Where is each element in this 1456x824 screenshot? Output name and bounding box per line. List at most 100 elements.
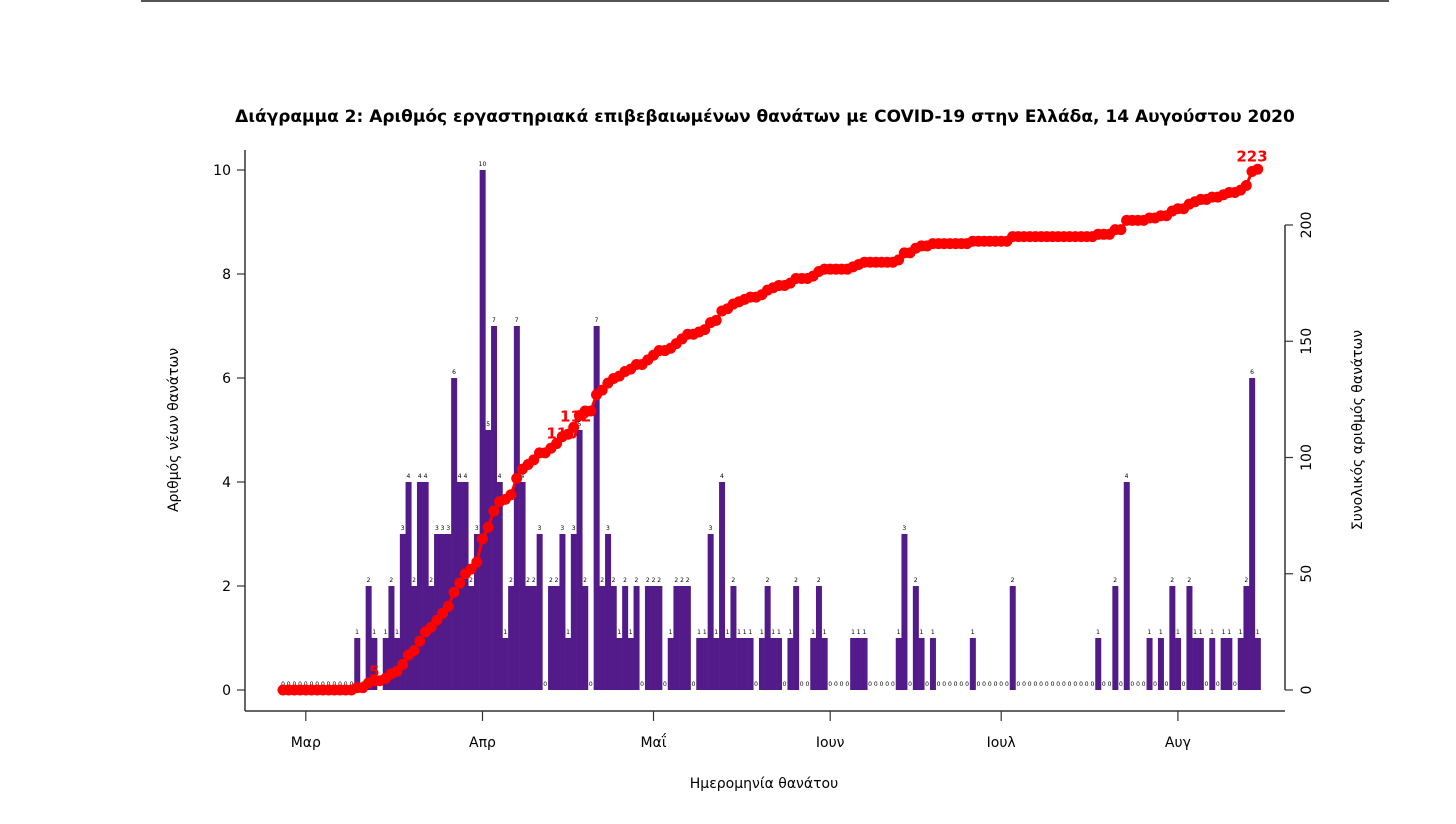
bar-value-label: 2 xyxy=(634,577,638,584)
x-axis-tick-label: Ιουλ xyxy=(987,735,1016,751)
bar-value-label: 0 xyxy=(783,681,787,688)
bar xyxy=(434,534,441,690)
bar xyxy=(855,638,862,690)
x-axis-tick-label: Αυγ xyxy=(1165,735,1191,751)
bar-value-label: 4 xyxy=(498,473,502,480)
cumulative-point xyxy=(408,644,420,656)
bar-value-label: 0 xyxy=(1039,681,1043,688)
cumulative-annotation: 223 xyxy=(1236,148,1267,166)
bar-value-label: 2 xyxy=(1011,577,1015,584)
bar-value-label: 0 xyxy=(880,681,884,688)
bar xyxy=(627,638,634,690)
bar-value-label: 2 xyxy=(766,577,770,584)
bar xyxy=(479,170,486,690)
bar xyxy=(929,638,936,690)
bar xyxy=(1226,638,1233,690)
bar xyxy=(388,586,395,690)
bar-value-label: 2 xyxy=(532,577,536,584)
bar-value-label: 1 xyxy=(1176,629,1180,636)
bar xyxy=(1112,586,1119,690)
bar-value-label: 1 xyxy=(931,629,935,636)
bar xyxy=(736,638,743,690)
bar xyxy=(912,586,919,690)
cumulative-point xyxy=(442,600,454,612)
bar-value-label: 0 xyxy=(287,681,291,688)
bar-value-label: 0 xyxy=(994,681,998,688)
bar xyxy=(707,534,714,690)
bar-value-label: 1 xyxy=(851,629,855,636)
bar-value-label: 0 xyxy=(1068,681,1072,688)
bar xyxy=(1249,378,1256,690)
bar-value-label: 1 xyxy=(726,629,730,636)
bar xyxy=(730,586,737,690)
y-axis-tick-label: 0 xyxy=(222,683,231,699)
bar-value-label: 1 xyxy=(1210,629,1214,636)
bar-value-label: 3 xyxy=(572,525,576,532)
bar-value-label: 0 xyxy=(885,681,889,688)
bar xyxy=(605,534,612,690)
bar-value-label: 1 xyxy=(617,629,621,636)
bar xyxy=(1254,638,1261,690)
bar xyxy=(382,638,389,690)
bar-value-label: 1 xyxy=(771,629,775,636)
bar xyxy=(758,638,765,690)
bar xyxy=(485,430,492,690)
bar-value-label: 4 xyxy=(463,473,467,480)
bar xyxy=(593,326,600,690)
bar-value-label: 1 xyxy=(697,629,701,636)
bar-value-label: 1 xyxy=(566,629,570,636)
cumulative-point xyxy=(568,421,580,433)
x-axis-tick-label: Απρ xyxy=(469,735,496,751)
bar-value-label: 3 xyxy=(475,525,479,532)
bar-value-label: 3 xyxy=(606,525,610,532)
bar xyxy=(473,534,480,690)
bar xyxy=(724,638,731,690)
bar-value-label: 1 xyxy=(1227,629,1231,636)
bar-value-label: 0 xyxy=(845,681,849,688)
bar-value-label: 0 xyxy=(908,681,912,688)
bar-value-label: 0 xyxy=(999,681,1003,688)
bar-value-label: 0 xyxy=(840,681,844,688)
bar-value-label: 2 xyxy=(509,577,513,584)
bar-value-label: 3 xyxy=(401,525,405,532)
bar-value-label: 2 xyxy=(1244,577,1248,584)
bar-value-label: 1 xyxy=(1159,629,1163,636)
bar-value-label: 0 xyxy=(976,681,980,688)
bar-value-label: 0 xyxy=(281,681,285,688)
bar xyxy=(502,638,509,690)
bar xyxy=(616,638,623,690)
bar xyxy=(508,586,515,690)
bar xyxy=(519,482,526,690)
bar-value-label: 0 xyxy=(1182,681,1186,688)
bar-value-label: 1 xyxy=(355,629,359,636)
bar xyxy=(1243,586,1250,690)
bar xyxy=(599,586,606,690)
bar xyxy=(536,534,543,690)
bar xyxy=(548,586,555,690)
bar-value-label: 2 xyxy=(600,577,604,584)
bar-value-label: 0 xyxy=(1085,681,1089,688)
bar-value-label: 0 xyxy=(298,681,302,688)
cumulative-point xyxy=(505,489,517,501)
bar xyxy=(354,638,361,690)
bar-value-label: 1 xyxy=(1193,629,1197,636)
cumulative-annotation: 110 xyxy=(546,424,577,442)
bar-value-label: 3 xyxy=(446,525,450,532)
bar-value-label: 1 xyxy=(629,629,633,636)
bar-value-label: 2 xyxy=(469,577,473,584)
bar-value-label: 2 xyxy=(583,577,587,584)
bar xyxy=(1009,586,1016,690)
bar-value-label: 0 xyxy=(292,681,296,688)
bar-value-label: 0 xyxy=(1005,681,1009,688)
bar-value-label: 0 xyxy=(663,681,667,688)
bar-value-label: 0 xyxy=(1079,681,1083,688)
bar xyxy=(451,378,458,690)
bar xyxy=(741,638,748,690)
bar xyxy=(365,586,372,690)
bar-value-label: 1 xyxy=(737,629,741,636)
bar xyxy=(969,638,976,690)
bar xyxy=(650,586,657,690)
bar-value-label: 1 xyxy=(857,629,861,636)
bar-value-label: 0 xyxy=(1028,681,1032,688)
bar xyxy=(576,430,583,690)
